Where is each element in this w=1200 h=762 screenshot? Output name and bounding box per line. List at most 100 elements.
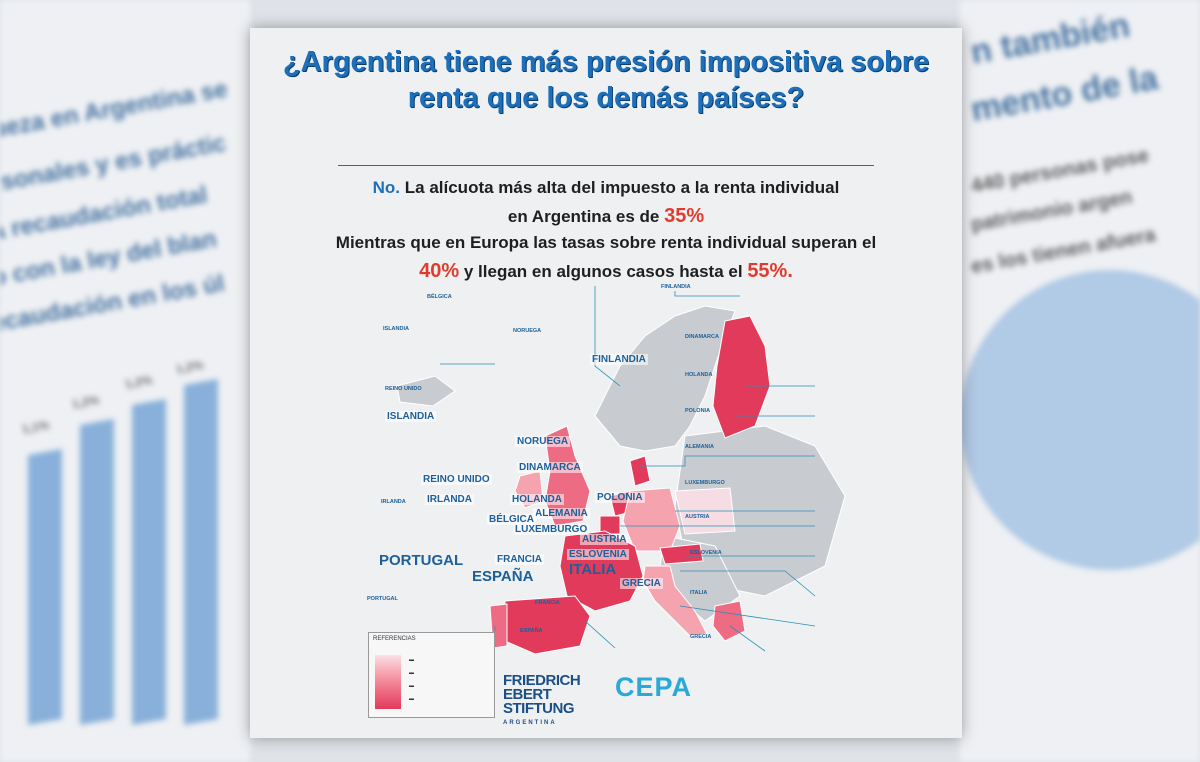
info-islandia: ISLANDIA bbox=[383, 326, 409, 332]
label-luxemburgo: LUXEMBURGO bbox=[513, 524, 590, 535]
label-alemania: ALEMANIA bbox=[533, 508, 590, 519]
title-divider bbox=[338, 165, 874, 166]
answer-line-4: 40% y llegan en algunos casos hasta el 5… bbox=[270, 258, 942, 285]
cepa-logo: CEPA bbox=[615, 672, 693, 702]
europe-map-svg bbox=[396, 286, 846, 655]
land-finland bbox=[712, 315, 771, 439]
info-austria-title: AUSTRIA bbox=[685, 514, 710, 520]
label-dinamarca: DINAMARCA bbox=[517, 462, 583, 473]
info-austria: AUSTRIA bbox=[685, 514, 709, 520]
answer-text-1: La alícuota más alta del impuesto a la r… bbox=[404, 178, 840, 197]
info-francia: FRANCIA bbox=[535, 600, 560, 606]
label-grecia: GRECIA bbox=[620, 578, 663, 589]
answer-line-1: No. La alícuota más alta del impuesto a … bbox=[270, 175, 942, 201]
legend-swatch-4: ▬ bbox=[409, 696, 414, 702]
fes-logo: FRIEDRICH EBERT STIFTUNG ARGENTINA bbox=[503, 673, 581, 730]
label-belgica: BÉLGICA bbox=[487, 514, 536, 525]
label-irlanda: IRLANDA bbox=[425, 494, 474, 505]
info-noruega-title: NORUEGA bbox=[513, 328, 542, 334]
info-finlandia-title: FINLANDIA bbox=[661, 284, 691, 290]
info-belgica-title: BÉLGICA bbox=[427, 294, 452, 300]
argentina-rate: 35% bbox=[664, 205, 705, 227]
answer-line-2: en Argentina es de 35% bbox=[270, 203, 942, 230]
label-francia: FRANCIA bbox=[495, 554, 544, 565]
land-greece bbox=[712, 600, 746, 642]
land-scandinavia bbox=[594, 305, 736, 452]
info-irlanda-title: IRLANDA bbox=[381, 499, 406, 505]
label-polonia: POLONIA bbox=[595, 492, 645, 503]
info-espana-title: ESPAÑA bbox=[520, 628, 543, 634]
info-belgica: BÉLGICA bbox=[427, 294, 452, 300]
info-reino-unido-title: REINO UNIDO bbox=[385, 386, 422, 392]
answer-no: No. bbox=[372, 178, 401, 197]
info-holanda: HOLANDA bbox=[685, 372, 713, 378]
info-eslovenia: ESLOVENIA bbox=[690, 550, 722, 556]
land-iceland bbox=[396, 375, 456, 407]
background-text: mento de la bbox=[968, 58, 1161, 130]
info-italia: ITALIA bbox=[690, 590, 707, 596]
leader-line bbox=[729, 625, 766, 652]
label-eslovenia: ESLOVENIA bbox=[567, 549, 629, 560]
leader-line bbox=[680, 570, 816, 597]
label-finlandia: FINLANDIA bbox=[590, 354, 648, 365]
info-luxemburgo: LUXEMBURGO bbox=[685, 480, 725, 486]
info-dinamarca-title: DINAMARCA bbox=[685, 334, 719, 340]
answer-text-2: en Argentina es de bbox=[507, 207, 660, 226]
land-austria bbox=[659, 543, 704, 565]
answer-line-3: Mientras que en Europa las tasas sobre r… bbox=[335, 233, 877, 252]
info-grecia: GRECIA bbox=[690, 634, 711, 640]
background-pie bbox=[960, 270, 1200, 570]
background-bar bbox=[184, 379, 218, 725]
label-portugal: PORTUGAL bbox=[379, 552, 464, 569]
land-denmark bbox=[629, 455, 651, 487]
map-legend: REFERENCIAS ▬ ▬ ▬ ▬ bbox=[368, 632, 495, 718]
info-finlandia: FINLANDIA bbox=[661, 284, 691, 290]
info-italia-title: ITALIA bbox=[690, 590, 708, 596]
info-islandia-title: ISLANDIA bbox=[383, 326, 409, 332]
infographic-title: ¿Argentina tiene más presión impositiva … bbox=[282, 46, 930, 114]
info-grecia-title: GRECIA bbox=[690, 634, 712, 640]
background-bar bbox=[28, 449, 62, 725]
label-islandia: ISLANDIA bbox=[385, 411, 437, 422]
fes-line-2: EBERT bbox=[503, 686, 552, 703]
info-polonia: POLONIA bbox=[685, 408, 710, 414]
europe-max-rate: 55%. bbox=[747, 260, 793, 282]
europe-min-rate: 40% bbox=[419, 260, 460, 282]
answer-text-4: y llegan en algunos casos hasta el bbox=[463, 262, 743, 281]
info-portugal: PORTUGAL bbox=[367, 596, 398, 602]
leader-line bbox=[594, 286, 621, 387]
bar-label: 1,1% bbox=[20, 417, 51, 437]
info-irlanda: IRLANDA bbox=[381, 499, 406, 505]
leader-line bbox=[674, 291, 740, 297]
info-francia-title: FRANCIA bbox=[535, 600, 560, 606]
background-bar bbox=[80, 419, 114, 725]
legend-color-scale bbox=[375, 655, 401, 709]
label-italia: ITALIA bbox=[569, 561, 617, 578]
info-polonia-title: POLONIA bbox=[685, 408, 711, 414]
legend-swatch-2: ▬ bbox=[409, 670, 414, 676]
background-left: ueza en Argentina se rsonales y es práct… bbox=[0, 0, 250, 762]
background-bar bbox=[132, 399, 166, 725]
leader-line bbox=[640, 455, 815, 467]
label-espana: ESPAÑA bbox=[472, 568, 534, 585]
label-holanda: HOLANDA bbox=[510, 494, 564, 505]
europe-map: ISLANDIA FINLANDIA NORUEGA DINAMARCA REI… bbox=[345, 276, 855, 656]
info-alemania-title: ALEMANIA bbox=[685, 444, 715, 450]
background-right: n también mento de la 440 personas pose … bbox=[960, 0, 1200, 762]
leader-line bbox=[584, 620, 616, 649]
legend-swatch-3: ▬ bbox=[409, 683, 414, 689]
info-portugal-title: PORTUGAL bbox=[367, 596, 398, 602]
legend-title: REFERENCIAS bbox=[373, 636, 416, 642]
info-alemania: ALEMANIA bbox=[685, 444, 714, 450]
info-dinamarca: DINAMARCA bbox=[685, 334, 719, 340]
fes-line-3: STIFTUNG bbox=[503, 700, 575, 717]
label-noruega: NORUEGA bbox=[515, 436, 571, 447]
infographic-card: ¿Argentina tiene más presión impositiva … bbox=[250, 28, 962, 738]
info-reino-unido: REINO UNIDO bbox=[385, 386, 422, 392]
info-eslovenia-title: ESLOVENIA bbox=[690, 550, 722, 556]
bar-label: 1,2% bbox=[70, 392, 101, 412]
info-holanda-title: HOLANDA bbox=[685, 372, 713, 378]
legend-swatch-1: ▬ bbox=[409, 657, 414, 663]
label-austria: AUSTRIA bbox=[580, 534, 629, 545]
info-espana: ESPAÑA bbox=[520, 628, 543, 634]
